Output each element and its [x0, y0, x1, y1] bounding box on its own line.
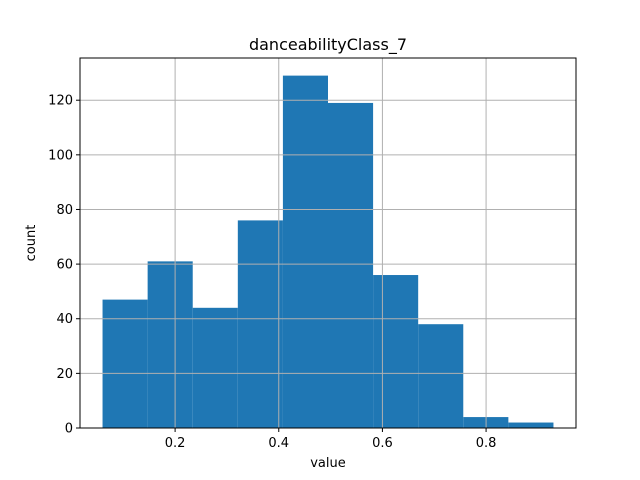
axis-ticks: 0.2 0.4 0.6 0.8 0 20 40 60 80 100 120: [48, 94, 496, 451]
histogram-bar-6: [328, 102, 374, 429]
y-tick-label-1: 0: [65, 422, 73, 437]
x-axis-label: value: [310, 456, 346, 471]
y-tick-label-5: 80: [56, 203, 73, 218]
histogram-bars: [102, 75, 554, 429]
plot-area-frame: [79, 57, 577, 429]
y-tick-label-4: 60: [56, 258, 73, 273]
y-tick-label-7: 120: [48, 94, 73, 109]
y-tick-label-3: 40: [56, 312, 73, 327]
x-tick-label-4: 0.8: [476, 436, 497, 451]
x-tick-label-2: 0.4: [268, 436, 289, 451]
histogram-bar-5: [282, 75, 328, 428]
y-tick-label-2: 20: [56, 367, 73, 382]
x-tick-label-3: 0.6: [372, 436, 393, 451]
y-tick-label-6: 100: [48, 148, 73, 163]
histogram-bar-8: [418, 324, 464, 428]
x-tick-label-1: 0.2: [165, 436, 186, 451]
histogram-bar-4: [237, 220, 283, 428]
histogram-bar-3: [192, 307, 238, 428]
histogram-bar-10: [508, 422, 554, 428]
histogram-bar-1: [102, 299, 148, 428]
histogram-bar-7: [373, 275, 419, 428]
chart-title: danceabilityClass_7: [249, 35, 407, 55]
histogram-bar-2: [147, 261, 193, 428]
y-axis-label: count: [24, 225, 39, 262]
